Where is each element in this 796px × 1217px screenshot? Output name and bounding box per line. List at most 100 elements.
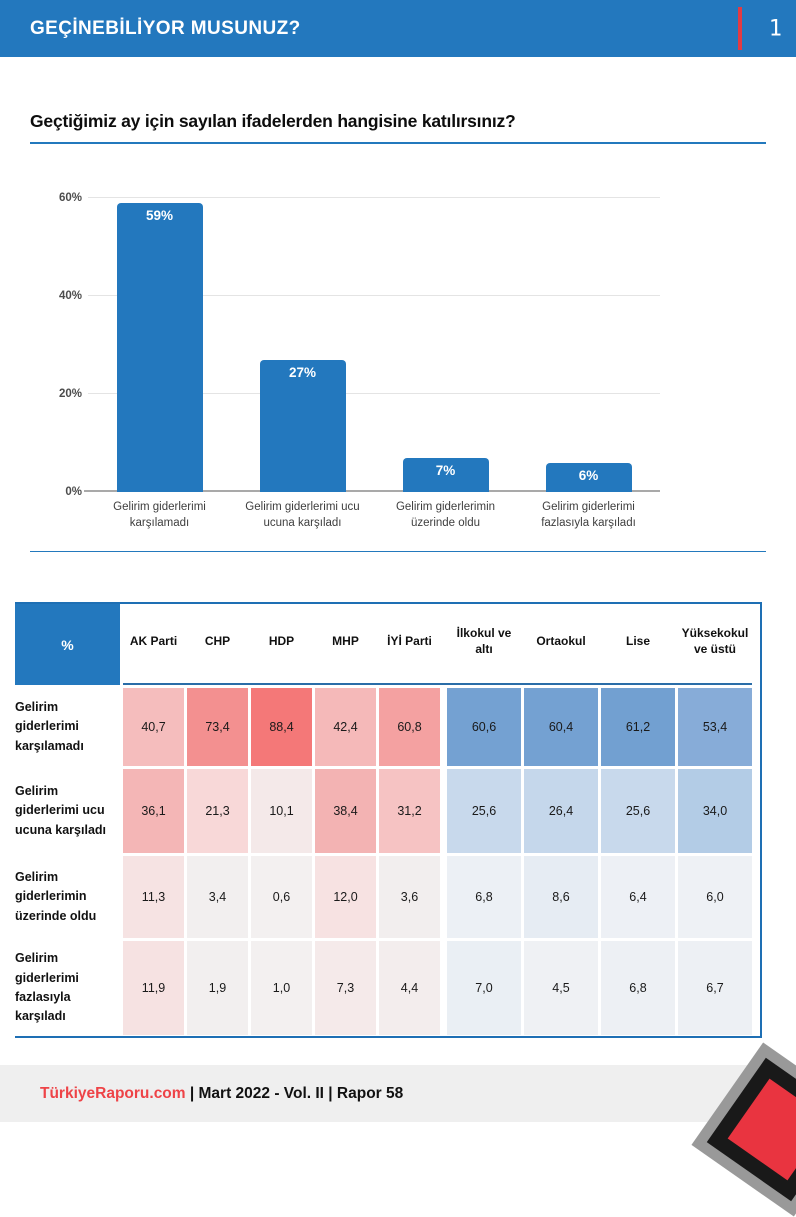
- table-cell: 42,4: [315, 688, 376, 767]
- group-spacer: [443, 941, 444, 1035]
- table-cell: 6,7: [678, 941, 752, 1036]
- x-axis-baseline: [84, 490, 660, 492]
- gridline: [88, 197, 660, 198]
- bar: 59%: [116, 202, 203, 492]
- footer-brand: TürkiyeRaporu.com: [40, 1084, 186, 1102]
- table-cell: 60,4: [524, 688, 598, 767]
- x-axis-labels: Gelirim giderlerimi karşılamadı Gelirim g…: [88, 500, 660, 531]
- table-cell: 11,9: [123, 941, 184, 1036]
- column-header: HDP: [268, 634, 295, 649]
- table-cell: 7,0: [447, 941, 521, 1036]
- plot-area: 59% 27% 7% 6%: [84, 188, 660, 492]
- y-axis-tick: 40%: [58, 290, 82, 302]
- column-header: İlkokul ve altı: [456, 626, 512, 657]
- gridline: [88, 393, 660, 394]
- bar: 7%: [402, 457, 489, 492]
- page-number: 1: [768, 16, 782, 41]
- table-cell: 31,2: [379, 769, 440, 854]
- table-cell: 1,0: [251, 941, 312, 1036]
- table-cell: 7,3: [315, 941, 376, 1036]
- table-cell: 40,7: [123, 688, 184, 767]
- table-cell: 10,1: [251, 769, 312, 854]
- table-cell: 34,0: [678, 769, 752, 854]
- column-header: İYİ Parti: [387, 634, 432, 649]
- row-label: Gelirim giderlerimin üzerinde oldu: [15, 869, 97, 923]
- row-label: Gelirim giderlerimi karşılamadı: [15, 699, 84, 753]
- table-cell: 61,2: [601, 688, 675, 767]
- table-cell: 4,5: [524, 941, 598, 1036]
- group-spacer: [443, 688, 444, 766]
- row-label: Gelirim giderlerimi fazlasıyla karşıladı: [15, 951, 79, 1024]
- table-cell: 4,4: [379, 941, 440, 1036]
- bar-value-label: 6%: [578, 467, 599, 483]
- corner-logo-inner: [706, 1057, 796, 1202]
- crosstab-table: % AK Parti CHP HDP MHP İYİ Parti İlkokul ve al…: [15, 602, 762, 1039]
- column-header: AK Parti: [129, 634, 178, 649]
- footer: TürkiyeRaporu.com | Mart 2022 - Vol. II …: [0, 1042, 796, 1217]
- table-cell: 0,6: [251, 856, 312, 939]
- question-title: Geçtiğimiz ay için sayılan ifadelerden h…: [30, 111, 516, 131]
- bar-value-label: 27%: [288, 364, 317, 380]
- column-header: MHP: [332, 634, 359, 649]
- table-cell: 1,9: [187, 941, 248, 1036]
- bar-value-label: 59%: [145, 207, 174, 223]
- bar-value-label: 7%: [435, 462, 456, 478]
- gridline: [88, 295, 660, 296]
- x-axis-label: Gelirim giderlerimi karşılamadı: [113, 501, 206, 529]
- column-header: Lise: [625, 634, 650, 649]
- table-cell: 6,8: [601, 941, 675, 1036]
- footer-meta: | Mart 2022 - Vol. II | Rapor 58: [185, 1084, 404, 1102]
- table-cell: 73,4: [187, 688, 248, 767]
- table-cell: 36,1: [123, 769, 184, 854]
- column-header: CHP: [204, 634, 231, 649]
- y-axis: 0% 20% 40% 60%: [30, 188, 88, 498]
- x-axis-label: Gelirim giderlerimi fazlasıyla karşıladı: [541, 501, 636, 529]
- table-cell: 6,0: [678, 856, 752, 939]
- footer-text: TürkiyeRaporu.com | Mart 2022 - Vol. II …: [40, 1085, 403, 1103]
- x-axis-label: Gelirim giderlerimi ucu ucuna karşıladı: [245, 501, 360, 529]
- table-cell: 6,4: [601, 856, 675, 939]
- table-cell: 6,8: [447, 856, 521, 939]
- bar-slot: 27%: [231, 188, 374, 492]
- corner-logo: [691, 1042, 796, 1217]
- table-cell: 12,0: [315, 856, 376, 939]
- corner-logo-core: [727, 1078, 796, 1181]
- report-header: GEÇİNEBİLİYOR MUSUNUZ? 1: [0, 0, 796, 57]
- table-cell: 60,6: [447, 688, 521, 767]
- row-label: Gelirim giderlerimi ucu ucuna karşıladı: [15, 783, 107, 837]
- y-axis-tick: 60%: [58, 192, 82, 204]
- header-accent-bar: [738, 7, 742, 50]
- table-cell: 26,4: [524, 769, 598, 854]
- y-axis-tick: 0%: [65, 486, 82, 498]
- table-cell: 60,8: [379, 688, 440, 767]
- table-cell: 25,6: [601, 769, 675, 854]
- bars-container: 59% 27% 7% 6%: [88, 188, 660, 492]
- table-cell: 11,3: [123, 856, 184, 939]
- group-spacer: [443, 604, 444, 680]
- bar: 27%: [259, 359, 346, 492]
- report-title: GEÇİNEBİLİYOR MUSUNUZ?: [30, 17, 301, 39]
- column-header: Ortaokul: [536, 634, 586, 649]
- bar-slot: 7%: [374, 188, 517, 492]
- y-axis-tick: 20%: [58, 388, 82, 400]
- table-cell: 21,3: [187, 769, 248, 854]
- header-divider: [123, 683, 752, 686]
- x-axis-label: Gelirim giderlerimin üzerinde oldu: [395, 501, 496, 529]
- table-cell: 88,4: [251, 688, 312, 767]
- table-cell: 38,4: [315, 769, 376, 854]
- group-spacer: [443, 856, 444, 938]
- table-cell: 25,6: [447, 769, 521, 854]
- bar-slot: 59%: [88, 188, 231, 492]
- table-cell: 3,6: [379, 856, 440, 939]
- table-corner-cell: %: [15, 604, 120, 686]
- bar: 6%: [545, 462, 632, 492]
- section-separator: [30, 551, 766, 553]
- bar-slot: 6%: [517, 188, 660, 492]
- table-cell: 3,4: [187, 856, 248, 939]
- group-spacer: [443, 769, 444, 853]
- column-header: Yüksekokul ve üstü: [681, 626, 749, 657]
- table-grid: % AK Parti CHP HDP MHP İYİ Parti İlkokul ve al…: [15, 604, 760, 1037]
- bar-chart: 0% 20% 40% 60% 59% 27% 7% 6% Gelirim giderleri…: [30, 188, 766, 531]
- table-cell: 8,6: [524, 856, 598, 939]
- title-underline: [30, 142, 766, 144]
